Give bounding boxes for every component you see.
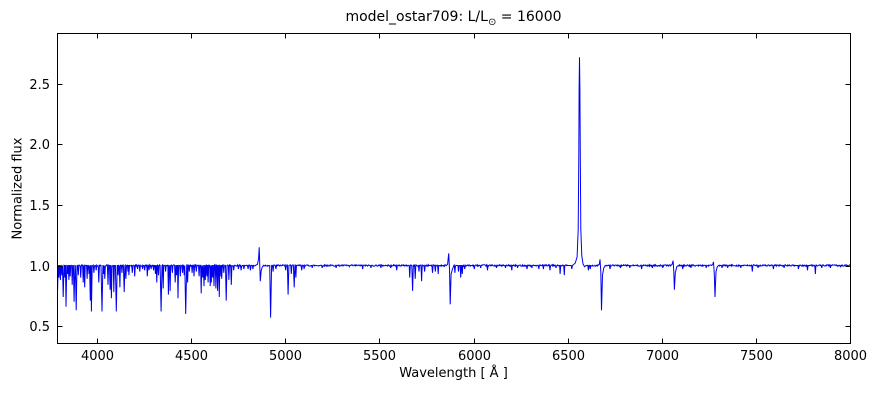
x-tick-label: 7500	[740, 349, 773, 364]
title-prefix: model_ostar709: L/L	[345, 9, 488, 25]
y-axis-label: Normalized flux	[10, 137, 26, 240]
x-tick-label: 6000	[458, 349, 491, 364]
x-tick-label: 8000	[834, 349, 867, 364]
x-tick-label: 7000	[646, 349, 679, 364]
spectrum-line	[57, 57, 850, 318]
x-tick-label: 5500	[363, 349, 396, 364]
chart-title: model_ostar709: L/L⊙ = 16000	[57, 9, 850, 28]
y-tick-label: 0.5	[29, 320, 50, 335]
x-axis-label: Wavelength [ Å ]	[399, 366, 508, 381]
x-tick-label: 5000	[269, 349, 302, 364]
x-tick-label: 6500	[552, 349, 585, 364]
y-tick-label: 2.0	[29, 138, 50, 153]
plot-frame	[57, 33, 851, 344]
y-tick-label: 1.0	[29, 260, 50, 275]
title-sun-symbol: ⊙	[487, 16, 497, 28]
title-suffix: = 16000	[496, 9, 562, 25]
x-tick-label: 4000	[81, 349, 114, 364]
x-tick-label: 4500	[175, 349, 208, 364]
y-tick-label: 1.5	[29, 199, 50, 214]
y-tick-label: 2.5	[29, 78, 50, 93]
